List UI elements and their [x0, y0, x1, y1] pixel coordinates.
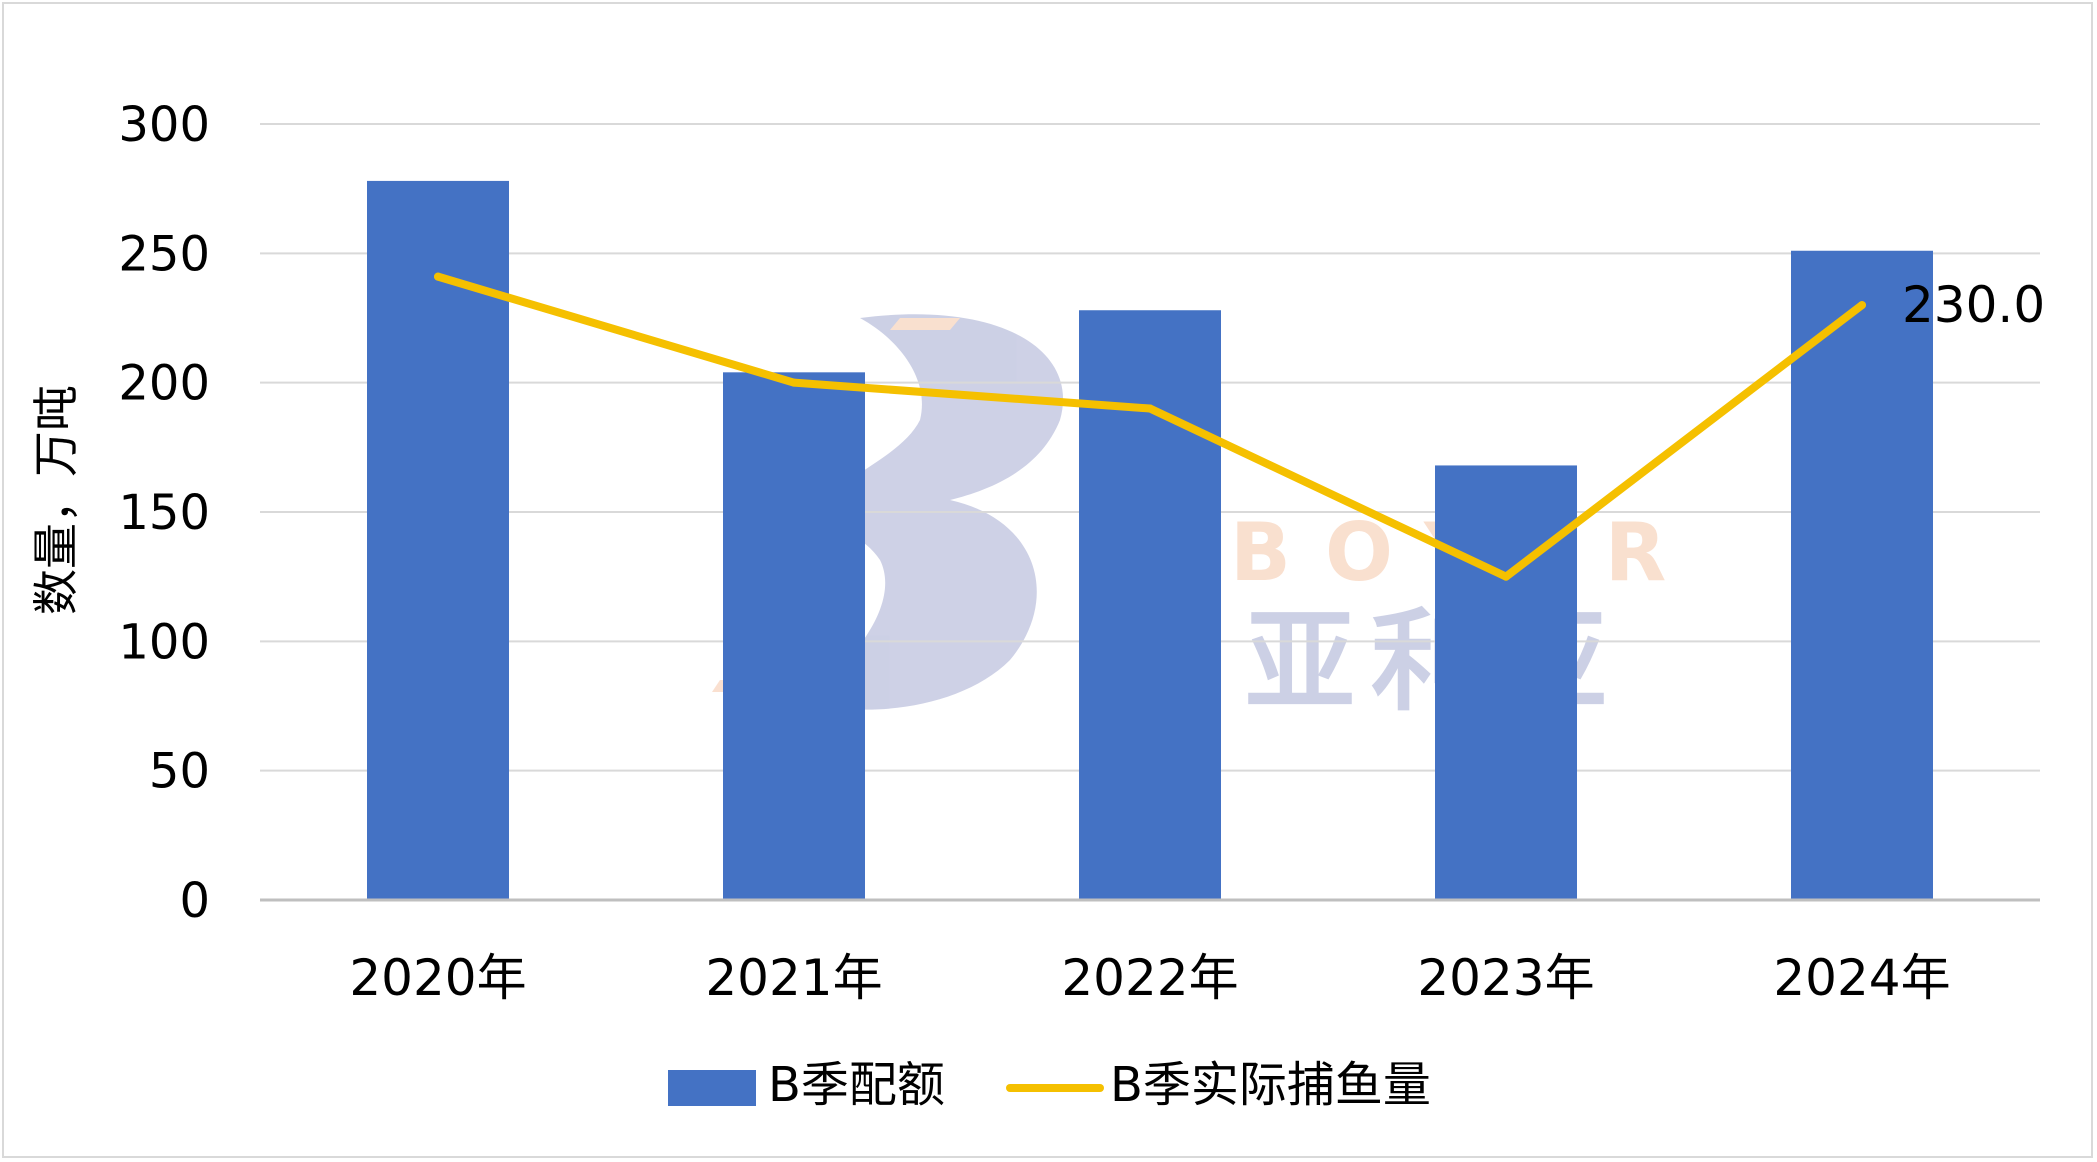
y-tick-label: 200: [118, 356, 210, 412]
y-tick-label: 0: [179, 873, 210, 929]
y-tick-label: 100: [118, 614, 210, 670]
y-tick-label: 300: [118, 97, 210, 153]
legend: B季配额 B季实际捕鱼量: [668, 1057, 1431, 1113]
legend-label: B季实际捕鱼量: [1110, 1057, 1431, 1113]
bar: [723, 372, 865, 900]
x-tick-label: 2022年: [1061, 949, 1238, 1007]
x-tick-label: 2024年: [1773, 949, 1950, 1007]
axes: 0 50 100 150 200 250 300 2020年 2021年 2022年 2023年 20…: [118, 97, 2040, 1007]
data-label: 230.0: [1902, 276, 2045, 334]
bar: [1791, 250, 1933, 900]
y-tick-label: 250: [118, 226, 210, 282]
legend-swatch-bar: [668, 1070, 756, 1106]
y-tick-label: 150: [118, 485, 210, 541]
bar: [1079, 310, 1221, 900]
x-tick-label: 2023年: [1417, 949, 1594, 1007]
line-series: [434, 272, 1866, 581]
line-point: [434, 272, 442, 281]
line-point: [790, 378, 798, 387]
bar: [367, 180, 509, 900]
line-point: [1146, 404, 1154, 413]
y-axis-label: 数量，万吨: [29, 385, 83, 615]
bar: [1435, 465, 1577, 900]
data-labels: 230.0: [1902, 276, 2045, 334]
x-tick-label: 2020年: [349, 949, 526, 1007]
line-point: [1858, 301, 1866, 310]
x-tick-label: 2021年: [705, 949, 882, 1007]
y-tick-label: 50: [149, 744, 210, 800]
legend-label: B季配额: [768, 1057, 945, 1113]
line-point: [1502, 572, 1510, 581]
